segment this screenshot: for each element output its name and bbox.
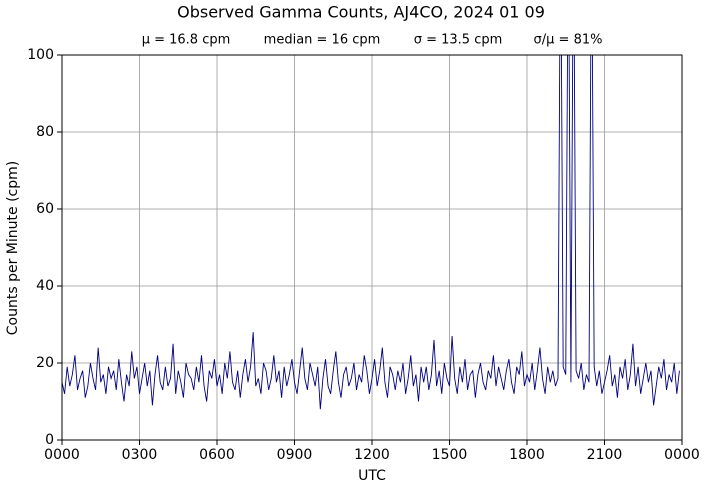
x-axis-label: UTC [358, 468, 386, 484]
x-tick-label: 0000 [44, 447, 80, 463]
y-tick-label: 20 [36, 355, 54, 371]
x-tick-label: 1200 [354, 447, 390, 463]
y-axis-label: Counts per Minute (cpm) [5, 161, 21, 335]
x-tick-label: 1500 [432, 447, 468, 463]
y-tick-label: 100 [27, 47, 54, 63]
y-tick-label: 80 [36, 124, 54, 140]
x-tick-label: 0900 [277, 447, 313, 463]
x-tick-label: 2100 [587, 447, 623, 463]
y-tick-label: 60 [36, 201, 54, 217]
x-tick-label: 0600 [199, 447, 235, 463]
data-line [62, 55, 680, 410]
x-tick-label: 1800 [509, 447, 545, 463]
y-tick-label: 0 [45, 432, 54, 448]
y-tick-label: 40 [36, 278, 54, 294]
stat: σ/μ = 81% [534, 33, 603, 48]
x-tick-label: 0300 [122, 447, 158, 463]
x-tick-label: 0000 [664, 447, 700, 463]
stat: σ = 13.5 cpm [414, 33, 503, 48]
chart-title: Observed Gamma Counts, AJ4CO, 2024 01 09 [177, 3, 545, 22]
stat: median = 16 cpm [264, 33, 381, 48]
stat: μ = 16.8 cpm [142, 33, 231, 48]
